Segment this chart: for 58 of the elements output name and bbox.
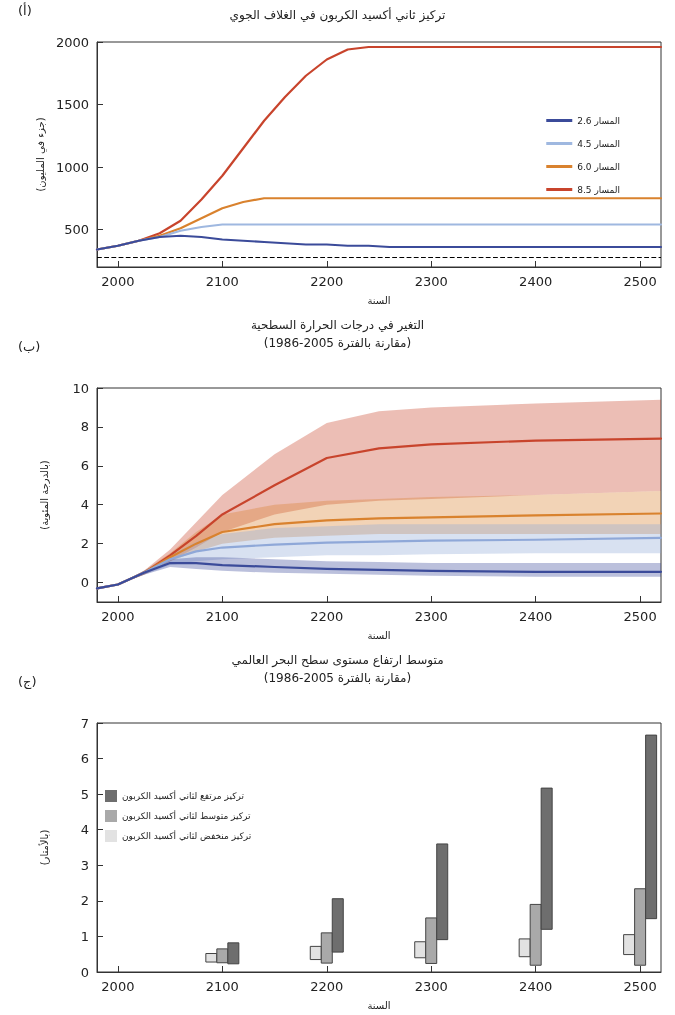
y-tick-label: 2: [80, 536, 89, 552]
y-tick-label: 4: [80, 822, 89, 838]
y-tick-label: 2: [80, 893, 89, 909]
x-tick-label: 2400: [519, 274, 553, 289]
x-tick-label: 2200: [310, 979, 344, 994]
legend-label: تركيز متوسط لثاني أكسيد الكربون: [122, 810, 252, 821]
y-axis-title: (بالدرجة المئوية): [38, 460, 50, 530]
y-axis-title: (جزء في المليون): [34, 117, 47, 192]
x-tick-label: 2200: [310, 609, 344, 624]
y-tick-label: 0: [80, 575, 89, 591]
x-tick-label: 2300: [414, 274, 448, 289]
chart-subtitle: (مقارنة بالفترة 2005-1986): [263, 336, 412, 351]
y-tick-label: 1: [80, 928, 89, 944]
x-tick-label: 2500: [623, 979, 657, 994]
x-tick-label: 2000: [101, 609, 135, 624]
text: (ج): [18, 674, 37, 690]
y-tick-label: 3: [80, 857, 89, 873]
x-axis-title: السنة: [367, 294, 391, 306]
chart-title: التغير في درجات الحرارة السطحية: [250, 318, 425, 333]
text: (أ): [18, 2, 32, 18]
x-tick-label: 2500: [623, 609, 657, 624]
legend-label: تركيز مرتفع لثاني أكسيد الكربون: [122, 790, 245, 801]
x-tick-label: 2400: [519, 979, 553, 994]
x-tick-label: 2100: [205, 979, 239, 994]
legend-label: تركيز منخفض لثاني أكسيد الكربون: [122, 830, 252, 841]
x-tick-label: 2100: [205, 609, 239, 624]
y-tick-label: 7: [80, 715, 89, 731]
text: (ب): [18, 339, 41, 354]
y-tick-label: 6: [80, 458, 89, 474]
x-tick-label: 2300: [414, 979, 448, 994]
y-tick-label: 6: [80, 751, 89, 767]
y-tick-label: 2000: [55, 34, 89, 50]
chart-subtitle: (مقارنة بالفترة 2005-1986): [263, 671, 412, 686]
y-axis-title: (بالأمتار): [37, 829, 50, 866]
y-tick-label: 500: [64, 222, 89, 237]
legend-label: المسار 6.0: [577, 161, 621, 172]
chart-title: تركيز ثاني أكسيد الكربون في الغلاف الجوي: [229, 7, 446, 23]
y-tick-label: 1000: [55, 159, 89, 175]
legend-label: المسار 4.5: [577, 138, 621, 149]
x-tick-label: 2000: [101, 979, 135, 994]
x-tick-label: 2400: [519, 609, 553, 624]
chart-title: متوسط ارتفاع مستوى سطح البحر العالمي: [231, 653, 444, 668]
legend-label: المسار 8.5: [577, 184, 621, 195]
x-axis-title: السنة: [367, 999, 391, 1011]
y-tick-label: 1500: [55, 97, 89, 112]
legend-label: المسار 2.6: [577, 115, 621, 126]
y-tick-label: 8: [80, 419, 89, 435]
line-series: [95, 234, 663, 251]
x-axis-title: السنة: [367, 629, 391, 641]
x-tick-label: 2300: [414, 609, 448, 624]
y-tick-label: 5: [80, 786, 89, 802]
x-tick-label: 2000: [101, 274, 135, 289]
x-tick-label: 2500: [623, 274, 657, 289]
y-tick-label: 4: [80, 497, 89, 513]
x-tick-label: 2200: [310, 274, 344, 289]
x-tick-label: 2100: [205, 274, 239, 289]
y-tick-label: 10: [72, 380, 89, 396]
y-tick-label: 0: [80, 964, 89, 980]
